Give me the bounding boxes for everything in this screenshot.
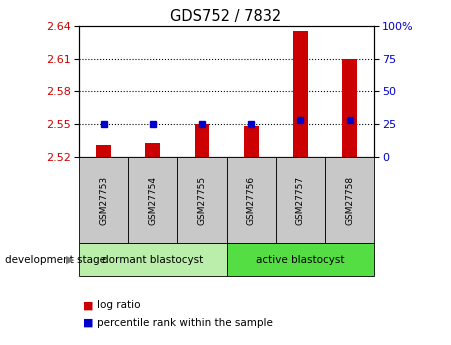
Text: GSM27756: GSM27756 (247, 176, 256, 225)
Bar (293, 31, 308, 157)
Text: ■: ■ (83, 300, 93, 310)
Bar (195, 124, 209, 157)
Text: ■: ■ (83, 318, 93, 327)
Text: GSM27758: GSM27758 (345, 176, 354, 225)
Text: GDS752 / 7832: GDS752 / 7832 (170, 9, 281, 23)
Bar (96, 145, 111, 157)
Text: ▶: ▶ (66, 255, 74, 265)
Text: active blastocyst: active blastocyst (256, 255, 345, 265)
Text: development stage: development stage (5, 255, 106, 265)
Text: percentile rank within the sample: percentile rank within the sample (97, 318, 273, 327)
Text: GSM27757: GSM27757 (296, 176, 305, 225)
Bar (342, 59, 357, 157)
Bar (145, 143, 160, 157)
Text: log ratio: log ratio (97, 300, 140, 310)
Text: GSM27755: GSM27755 (198, 176, 207, 225)
Text: dormant blastocyst: dormant blastocyst (102, 255, 203, 265)
Bar (244, 126, 258, 157)
Text: GSM27754: GSM27754 (148, 176, 157, 225)
Text: GSM27753: GSM27753 (99, 176, 108, 225)
